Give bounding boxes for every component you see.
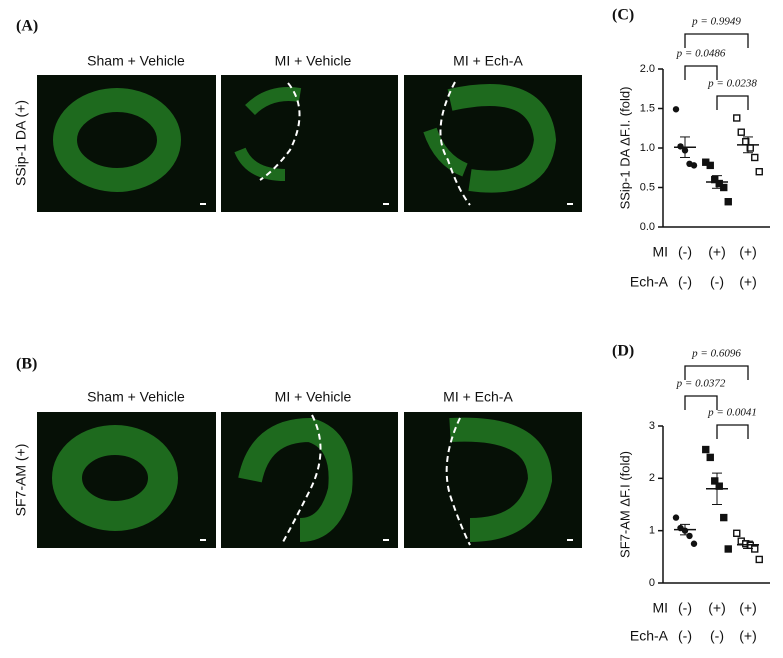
significance-bracket bbox=[716, 424, 749, 439]
p-value: p = 0.0486 bbox=[676, 48, 726, 60]
data-point bbox=[672, 514, 680, 521]
p-value: p = 0.0238 bbox=[707, 78, 757, 90]
significance-bracket bbox=[684, 395, 718, 410]
condition-value: (+) bbox=[739, 600, 757, 616]
condition-name: Ech-A bbox=[630, 628, 669, 644]
data-point bbox=[686, 532, 693, 540]
significance-bracket bbox=[684, 365, 749, 380]
p-value: p = 0.0041 bbox=[707, 407, 757, 419]
y-tick-label: 1.0 bbox=[640, 142, 655, 154]
data-point bbox=[737, 128, 745, 136]
condition-value: (+) bbox=[739, 244, 757, 260]
p-value: p = 0.9949 bbox=[691, 16, 741, 28]
significance-bracket bbox=[716, 95, 749, 110]
panel-label: (D) bbox=[612, 343, 634, 360]
y-tick-label: 0 bbox=[649, 577, 655, 589]
data-point bbox=[690, 540, 698, 547]
condition-value: (-) bbox=[710, 628, 724, 644]
data-point bbox=[724, 545, 732, 553]
y-tick-label: 3 bbox=[649, 420, 655, 432]
condition-value: (-) bbox=[678, 628, 692, 644]
p-value: p = 0.6096 bbox=[691, 348, 741, 360]
column-title: MI + Ech-A bbox=[453, 53, 523, 69]
condition-value: (-) bbox=[678, 600, 692, 616]
y-tick-label: 1.5 bbox=[640, 102, 655, 114]
data-point bbox=[672, 106, 680, 113]
significance-bracket bbox=[684, 65, 718, 80]
condition-value: (+) bbox=[739, 628, 757, 644]
column-title: Sham + Vehicle bbox=[87, 389, 185, 405]
data-point bbox=[751, 545, 759, 553]
data-point bbox=[733, 114, 741, 122]
condition-name: MI bbox=[652, 244, 668, 260]
y-tick-label: 0.5 bbox=[640, 181, 655, 193]
panel-label: (C) bbox=[612, 7, 634, 24]
condition-value: (+) bbox=[708, 244, 726, 260]
y-axis-label: SF7-AM ΔF.I (fold) bbox=[617, 451, 632, 558]
column-title: Sham + Vehicle bbox=[87, 53, 185, 69]
panel-label: (B) bbox=[16, 356, 37, 373]
y-tick-label: 0.0 bbox=[640, 221, 655, 233]
condition-value: (-) bbox=[678, 244, 692, 260]
column-title: MI + Ech-A bbox=[443, 389, 513, 405]
condition-name: Ech-A bbox=[630, 274, 669, 290]
significance-bracket bbox=[684, 33, 749, 48]
row-label: SF7-AM (+) bbox=[13, 444, 29, 517]
condition-value: (+) bbox=[739, 274, 757, 290]
micrograph-row bbox=[37, 75, 582, 212]
data-point bbox=[690, 162, 698, 169]
condition-value: (-) bbox=[678, 274, 692, 290]
y-tick-label: 2 bbox=[649, 472, 655, 484]
data-point bbox=[720, 513, 728, 522]
condition-name: MI bbox=[652, 600, 668, 616]
data-point bbox=[755, 167, 763, 176]
y-tick-label: 1 bbox=[649, 525, 655, 537]
condition-value: (-) bbox=[710, 274, 724, 290]
data-point bbox=[711, 477, 719, 485]
data-point bbox=[706, 161, 714, 170]
micrograph-row bbox=[37, 412, 582, 548]
data-point bbox=[677, 143, 684, 150]
data-point bbox=[715, 179, 723, 188]
column-title: MI + Vehicle bbox=[275, 53, 352, 69]
data-point bbox=[706, 453, 714, 462]
data-point bbox=[702, 445, 710, 454]
p-value: p = 0.0372 bbox=[676, 378, 726, 390]
data-point bbox=[733, 529, 741, 537]
data-point bbox=[755, 555, 763, 564]
data-point bbox=[720, 183, 728, 192]
column-title: MI + Vehicle bbox=[275, 389, 352, 405]
y-axis-label: SSip-1 DA ΔF.I. (fold) bbox=[617, 87, 632, 210]
panel-label: (A) bbox=[16, 18, 38, 35]
row-label: SSip-1 DA (+) bbox=[13, 100, 29, 186]
y-tick-label: 2.0 bbox=[640, 63, 655, 75]
data-point bbox=[751, 153, 759, 162]
data-point bbox=[724, 198, 732, 206]
condition-value: (+) bbox=[708, 600, 726, 616]
